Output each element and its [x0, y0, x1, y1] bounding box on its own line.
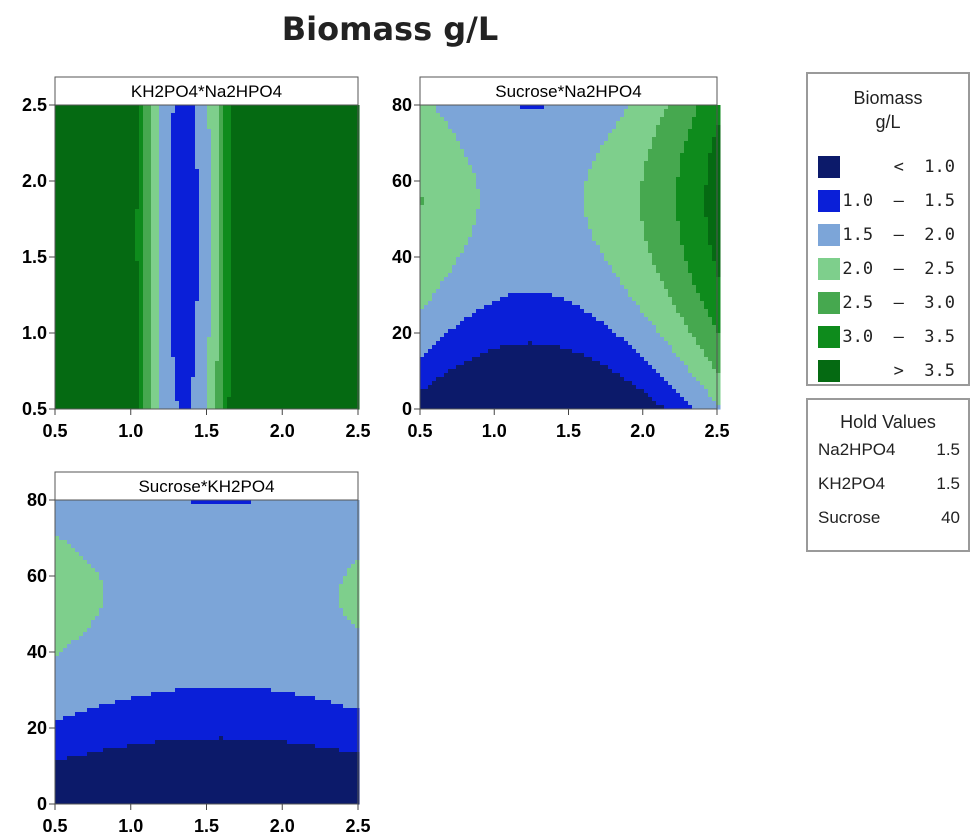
hold-value-name: Na2HPO4 — [818, 440, 896, 459]
x-tick-label: 2.0 — [270, 816, 295, 836]
legend-label: 2.0 – 2.5 — [842, 259, 955, 279]
legend-label: > 3.5 — [893, 361, 955, 381]
hold-value-number: 1.5 — [936, 440, 960, 459]
panel-title-strip — [54, 76, 359, 106]
y-tick-label: 40 — [27, 642, 47, 662]
panel-title: KH2PO4*Na2HPO4 — [131, 82, 282, 101]
x-tick-label: 0.5 — [407, 421, 432, 441]
contour-panel-sucrose-kh2po4: Sucrose*KH2PO4 0.5 1.0 1.5 2.0 2.5 0 20 40 60 80 — [27, 471, 371, 836]
hold-value-row: Na2HPO4 1.5 — [808, 433, 968, 467]
x-tick-label: 1.0 — [118, 421, 143, 441]
legend-swatch — [818, 258, 840, 280]
legend-swatch — [818, 360, 840, 382]
legend-rows: < 1.0 1.0 – 1.5 1.5 – 2.0 2.0 – 2.5 2.5 – 3.… — [818, 150, 955, 388]
legend-swatch — [818, 190, 840, 212]
x-tick-label: 1.0 — [482, 421, 507, 441]
legend-label: 1.0 – 1.5 — [842, 191, 955, 211]
legend-item: < 1.0 — [818, 150, 955, 184]
contour-panel-kh2po4-na2hpo4: KH2PO4*Na2HPO4 0.5 1.0 1.5 2.0 2.5 0.5 1.0 1.5 2.… — [22, 76, 371, 441]
legend-swatch — [818, 326, 840, 348]
x-tick-label: 0.5 — [42, 421, 67, 441]
x-tick-label: 1.5 — [556, 421, 581, 441]
hold-values-box: Hold Values Na2HPO4 1.5 KH2PO4 1.5 Sucrose 40 — [806, 398, 970, 552]
hold-value-row: Sucrose 40 — [808, 501, 968, 535]
hold-value-number: 40 — [941, 508, 960, 527]
legend-swatch — [818, 156, 840, 178]
hold-values-rows: Na2HPO4 1.5 KH2PO4 1.5 Sucrose 40 — [808, 433, 968, 535]
legend-label: 3.0 – 3.5 — [842, 327, 955, 347]
x-tick-label: 1.5 — [194, 816, 219, 836]
x-tick-label: 2.0 — [270, 421, 295, 441]
y-tick-label: 0 — [402, 399, 412, 419]
legend-label: 2.5 – 3.0 — [842, 293, 955, 313]
hold-value-name: KH2PO4 — [818, 474, 886, 493]
x-tick-label: 1.0 — [118, 816, 143, 836]
x-tick-label: 2.5 — [704, 421, 729, 441]
legend-item: 3.0 – 3.5 — [818, 320, 955, 354]
contour-field — [55, 500, 360, 805]
y-tick-label: 80 — [392, 95, 412, 115]
x-tick-label: 2.5 — [345, 421, 370, 441]
y-tick-label: 1.0 — [22, 323, 47, 343]
x-tick-label: 2.5 — [345, 816, 370, 836]
y-tick-label: 20 — [27, 718, 47, 738]
contour-field — [420, 105, 721, 410]
x-tick-label: 1.5 — [194, 421, 219, 441]
legend-title-line2: g/L — [875, 112, 901, 132]
y-tick-label: 60 — [27, 566, 47, 586]
legend-item: 2.5 – 3.0 — [818, 286, 955, 320]
x-tick-label: 0.5 — [42, 816, 67, 836]
legend-swatch — [818, 224, 840, 246]
y-tick-label: 0.5 — [22, 399, 47, 419]
y-tick-label: 0 — [37, 794, 47, 814]
legend-item: 2.0 – 2.5 — [818, 252, 955, 286]
hold-values-title: Hold Values — [840, 412, 936, 432]
y-tick-label: 80 — [27, 490, 47, 510]
x-tick-label: 2.0 — [630, 421, 655, 441]
legend-item: > 3.5 — [818, 354, 955, 388]
hold-value-number: 1.5 — [936, 474, 960, 493]
y-tick-label: 1.5 — [22, 247, 47, 267]
y-tick-label: 20 — [392, 323, 412, 343]
contour-panels: KH2PO4*Na2HPO4 0.5 1.0 1.5 2.0 2.5 0.5 1.0 1.5 2.… — [22, 76, 730, 836]
contour-field — [55, 105, 360, 410]
legend-label: < 1.0 — [893, 157, 955, 177]
hold-value-row: KH2PO4 1.5 — [808, 467, 968, 501]
legend-title-line1: Biomass — [853, 88, 923, 108]
legend-label: 1.5 – 2.0 — [842, 225, 955, 245]
y-tick-label: 2.0 — [22, 171, 47, 191]
y-tick-label: 40 — [392, 247, 412, 267]
panel-title-strip — [419, 76, 718, 106]
legend-item: 1.0 – 1.5 — [818, 184, 955, 218]
chart-title: Biomass g/L — [281, 10, 499, 48]
panel-title: Sucrose*Na2HPO4 — [495, 82, 641, 101]
panel-title: Sucrose*KH2PO4 — [138, 477, 274, 496]
y-tick-label: 2.5 — [22, 95, 47, 115]
legend-item: 1.5 – 2.0 — [818, 218, 955, 252]
contour-panel-sucrose-na2hpo4: Sucrose*Na2HPO4 0.5 1.0 1.5 2.0 2.5 0 20 40 60 80 — [392, 76, 730, 441]
legend-swatch — [818, 292, 840, 314]
y-tick-label: 60 — [392, 171, 412, 191]
contour-legend: Biomass g/L < 1.0 1.0 – 1.5 1.5 – 2.0 2.0 –… — [806, 72, 970, 386]
panel-title-strip — [54, 471, 359, 501]
hold-value-name: Sucrose — [818, 508, 881, 527]
